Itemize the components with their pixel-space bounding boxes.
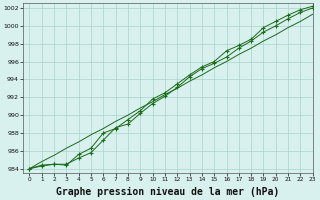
X-axis label: Graphe pression niveau de la mer (hPa): Graphe pression niveau de la mer (hPa): [56, 186, 280, 197]
